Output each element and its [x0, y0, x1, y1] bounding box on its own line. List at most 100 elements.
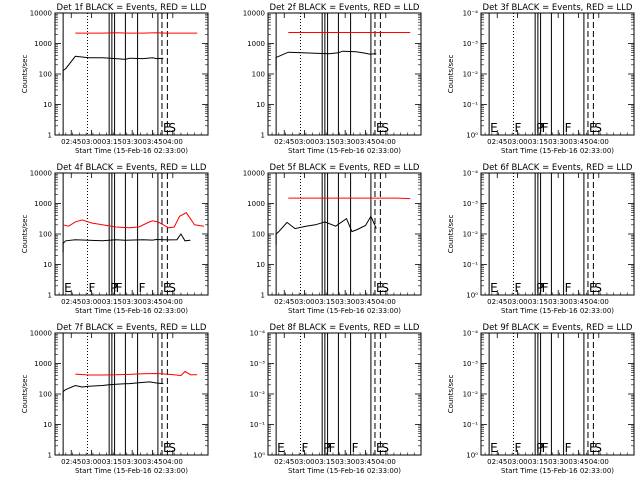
plot-frame — [54, 12, 209, 136]
event-marker-label: E — [490, 441, 498, 455]
x-tick-label: 03:15 — [102, 138, 122, 146]
x-tick-label: 03:45 — [355, 298, 375, 306]
x-tick-label: 03:00 — [507, 298, 527, 306]
event-marker-label: E — [376, 441, 384, 455]
y-tick-label: 100 — [252, 231, 265, 239]
x-tick-label: 03:30 — [548, 458, 568, 466]
panel-det-6f: Det 6f BLACK = Events, RED = LLD 10⁰ 10⁻¹ 1… — [447, 163, 635, 315]
event-marker-label: S — [381, 281, 389, 295]
y-tick-label: 10⁻² — [463, 231, 479, 239]
event-marker-label: E — [163, 121, 171, 135]
x-axis-label: Start Time (15-Feb-16 02:33:00) — [501, 467, 614, 475]
y-axis-label: Counts/sec — [21, 375, 29, 414]
panel-title: Det 3f BLACK = Events, RED = LLD — [483, 3, 633, 13]
x-tick-label: 03:45 — [142, 458, 162, 466]
y-tick-label: 10⁻² — [463, 71, 479, 79]
panel-title: Det 9f BLACK = Events, RED = LLD — [483, 323, 633, 333]
x-tick-label: 02:45 — [274, 298, 294, 306]
panel-det-2f: Det 2f BLACK = Events, RED = LLD 1 10 100 10… — [243, 3, 422, 155]
x-axis-label: Start Time (15-Feb-16 02:33:00) — [288, 147, 401, 155]
event-marker-label: S — [594, 281, 602, 295]
panel-det-1f: Det 1f BLACK = Events, RED = LLD 1 10 100 10… — [21, 3, 209, 155]
y-tick-label: 100 — [39, 71, 52, 79]
x-tick-label: 03:00 — [81, 298, 101, 306]
panel-title: Det 5f BLACK = Events, RED = LLD — [270, 163, 420, 173]
x-tick-label: 03:00 — [294, 298, 314, 306]
event-marker-label: F — [539, 121, 546, 135]
plot-frame — [54, 332, 209, 456]
event-marker-label: E — [277, 441, 285, 455]
y-tick-label: 1000 — [34, 360, 52, 368]
y-tick-label: 10⁰ — [466, 132, 478, 140]
y-tick-label: 10 — [256, 261, 265, 269]
x-tick-label: 03:15 — [315, 458, 335, 466]
y-tick-label: 1 — [48, 132, 52, 140]
plot-frame — [267, 12, 422, 136]
event-marker-label: E — [376, 121, 384, 135]
y-tick-label: 10⁻³ — [463, 200, 479, 208]
x-tick-label: 03:30 — [548, 298, 568, 306]
event-marker-label: F — [113, 281, 120, 295]
event-marker-label: E — [490, 121, 498, 135]
x-tick-label: 03:00 — [81, 458, 101, 466]
x-tick-label: 03:00 — [81, 138, 101, 146]
series-lld-line — [62, 212, 204, 229]
x-tick-label: 03:45 — [568, 298, 588, 306]
y-tick-label: 10⁻⁴ — [463, 10, 479, 18]
x-tick-label: 03:30 — [122, 458, 142, 466]
event-marker-label: F — [565, 441, 572, 455]
event-marker-label: E — [589, 121, 597, 135]
event-marker-label: E — [163, 281, 171, 295]
y-tick-label: 10 — [43, 261, 52, 269]
series-events-line — [62, 55, 164, 81]
event-marker-label: S — [594, 441, 602, 455]
x-tick-label: 03:15 — [315, 138, 335, 146]
y-tick-label: 1000 — [247, 200, 265, 208]
x-tick-label: 04:00 — [376, 458, 396, 466]
x-tick-label: 02:45 — [274, 138, 294, 146]
event-marker-label: E — [64, 281, 72, 295]
event-marker-label: F — [565, 121, 572, 135]
y-tick-label: 10⁻³ — [250, 360, 266, 368]
x-tick-label: 04:00 — [163, 458, 183, 466]
panel-det-3f: Det 3f BLACK = Events, RED = LLD 10⁰ 10⁻¹ 1… — [447, 3, 635, 155]
x-axis-label: Start Time (15-Feb-16 02:33:00) — [288, 307, 401, 315]
y-tick-label: 10⁻¹ — [463, 421, 479, 429]
panel-det-7f: Det 7f BLACK = Events, RED = LLD 1 10 100 10… — [21, 323, 209, 475]
panel-title: Det 2f BLACK = Events, RED = LLD — [270, 3, 420, 13]
y-tick-label: 10⁻⁴ — [463, 170, 479, 178]
event-marker-label: P — [110, 281, 117, 295]
y-axis-label: Counts/sec — [447, 375, 455, 414]
x-tick-label: 03:00 — [294, 458, 314, 466]
y-tick-label: 100 — [252, 71, 265, 79]
event-marker-label: F — [565, 281, 572, 295]
y-tick-label: 10000 — [243, 10, 265, 18]
panel-det-8f: Det 8f BLACK = Events, RED = LLD 10⁰ 10⁻¹ 1… — [250, 323, 422, 475]
event-marker-label: E — [163, 441, 171, 455]
x-tick-label: 03:45 — [142, 298, 162, 306]
x-axis-label: Start Time (15-Feb-16 02:33:00) — [501, 307, 614, 315]
event-marker-label: F — [542, 441, 549, 455]
y-tick-label: 1000 — [34, 200, 52, 208]
x-tick-label: 03:45 — [355, 458, 375, 466]
panel-title: Det 7f BLACK = Events, RED = LLD — [57, 323, 207, 333]
y-tick-label: 10⁻⁴ — [463, 330, 479, 338]
plot-frame — [267, 332, 422, 456]
y-axis-label: Counts/sec — [447, 55, 455, 94]
y-tick-label: 10⁻² — [463, 391, 479, 399]
x-axis-label: Start Time (15-Feb-16 02:33:00) — [501, 147, 614, 155]
event-marker-label: F — [301, 441, 308, 455]
y-axis-label: Counts/sec — [447, 215, 455, 254]
y-tick-label: 10 — [43, 421, 52, 429]
x-tick-label: 03:45 — [142, 138, 162, 146]
y-tick-label: 10⁰ — [466, 452, 478, 460]
series-events-line — [275, 50, 377, 71]
event-marker-label: S — [168, 281, 176, 295]
y-tick-label: 10000 — [30, 170, 52, 178]
y-tick-label: 10⁰ — [466, 292, 478, 300]
event-marker-label: F — [329, 441, 336, 455]
panel-det-9f: Det 9f BLACK = Events, RED = LLD 10⁰ 10⁻¹ 1… — [447, 323, 635, 475]
x-axis-label: Start Time (15-Feb-16 02:33:00) — [75, 147, 188, 155]
y-tick-label: 10⁻¹ — [463, 261, 479, 269]
series-events-line — [275, 215, 377, 245]
